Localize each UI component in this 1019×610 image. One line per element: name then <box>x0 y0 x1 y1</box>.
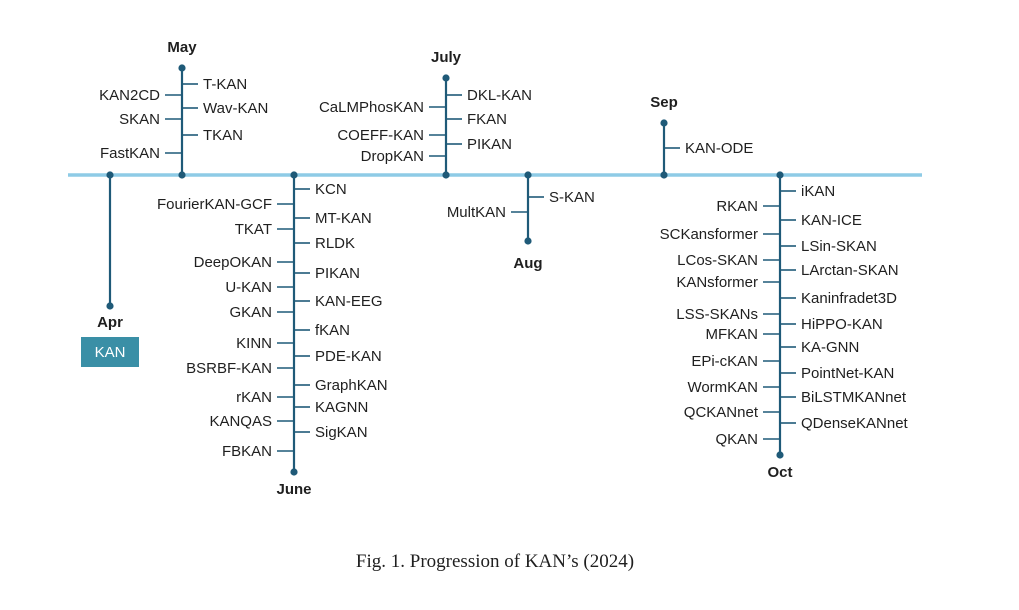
baseline-dot-sep <box>660 171 668 179</box>
model-label-ka-gnn: KA-GNN <box>801 339 859 356</box>
endpoint-dot-july <box>442 74 450 82</box>
month-label-oct: Oct <box>767 464 792 481</box>
model-label-fastkan: FastKAN <box>100 145 160 162</box>
baseline-dot-july <box>442 171 450 179</box>
model-label-deepokan: DeepOKAN <box>194 254 272 271</box>
model-label-qckannet: QCKANnet <box>684 404 759 421</box>
model-label-dropkan: DropKAN <box>361 148 424 165</box>
model-label-bsrbf-kan: BSRBF-KAN <box>186 360 272 377</box>
model-label-rkan: rKAN <box>236 389 272 406</box>
month-label-apr: Apr <box>97 314 123 331</box>
model-label-fkan: FKAN <box>467 111 507 128</box>
model-label-lcos-skan: LCos-SKAN <box>677 252 758 269</box>
model-label-qdensekannet: QDenseKANnet <box>801 415 909 432</box>
model-label-pde-kan: PDE-KAN <box>315 348 382 365</box>
model-label-tkat: TKAT <box>235 221 272 238</box>
model-label-dkl-kan: DKL-KAN <box>467 87 532 104</box>
model-label-fbkan: FBKAN <box>222 443 272 460</box>
model-label-mt-kan: MT-KAN <box>315 210 372 227</box>
model-label-wormkan: WormKAN <box>687 379 758 396</box>
model-label-fourierkan-gcf: FourierKAN-GCF <box>157 196 272 213</box>
baseline-dot-june <box>290 171 298 179</box>
model-label-rldk: RLDK <box>315 235 355 252</box>
model-label-kcn: KCN <box>315 181 347 198</box>
model-label-sigkan: SigKAN <box>315 424 368 441</box>
model-label-tkan: TKAN <box>203 127 243 144</box>
model-label-kan-ode: KAN-ODE <box>685 140 753 157</box>
model-label-ikan: iKAN <box>801 183 835 200</box>
baseline-dot-apr <box>106 171 114 179</box>
month-label-june: June <box>276 481 311 498</box>
model-label-bilstmkannet: BiLSTMKANnet <box>801 389 907 406</box>
model-label-pikan: PIKAN <box>315 265 360 282</box>
model-label-kagnn: KAGNN <box>315 399 368 416</box>
model-label-hippo-kan: HiPPO-KAN <box>801 316 883 333</box>
figure-caption: Fig. 1. Progression of KAN’s (2024) <box>356 551 634 572</box>
model-label-rkan: RKAN <box>716 198 758 215</box>
model-label-s-kan: S-KAN <box>549 189 595 206</box>
model-label-sckansformer: SCKansformer <box>660 226 758 243</box>
kan-origin-label: KAN <box>95 344 126 361</box>
model-label-mfkan: MFKAN <box>706 326 759 343</box>
model-label-kan2cd: KAN2CD <box>99 87 160 104</box>
model-label-graphkan: GraphKAN <box>315 377 388 394</box>
model-label-multkan: MultKAN <box>447 204 506 221</box>
model-label-kan-ice: KAN-ICE <box>801 212 862 229</box>
model-label-kanqas: KANQAS <box>209 413 272 430</box>
model-label-calmphoskan: CaLMPhosKAN <box>319 99 424 116</box>
month-label-may: May <box>167 39 197 56</box>
model-label-qkan: QKAN <box>715 431 758 448</box>
model-label-pikan: PIKAN <box>467 136 512 153</box>
model-label-t-kan: T-KAN <box>203 76 247 93</box>
baseline-dot-may <box>178 171 186 179</box>
endpoint-dot-aug <box>524 237 532 245</box>
model-label-epi-ckan: EPi-cKAN <box>691 353 758 370</box>
model-label-skan: SKAN <box>119 111 160 128</box>
model-label-fkan: fKAN <box>315 322 350 339</box>
baseline-dot-aug <box>524 171 532 179</box>
baseline-dot-oct <box>776 171 784 179</box>
model-label-kan-eeg: KAN-EEG <box>315 293 383 310</box>
model-label-lss-skans: LSS-SKANs <box>676 306 758 323</box>
kan-origin-box <box>81 337 139 367</box>
month-label-july: July <box>431 49 462 66</box>
endpoint-dot-apr <box>106 302 114 310</box>
model-label-kaninfradet3d: Kaninfradet3D <box>801 290 897 307</box>
model-label-gkan: GKAN <box>229 304 272 321</box>
model-label-u-kan: U-KAN <box>225 279 272 296</box>
model-label-kinn: KINN <box>236 335 272 352</box>
month-label-sep: Sep <box>650 94 678 111</box>
model-label-larctan-skan: LArctan-SKAN <box>801 262 899 279</box>
model-label-wav-kan: Wav-KAN <box>203 100 268 117</box>
model-label-lsin-skan: LSin-SKAN <box>801 238 877 255</box>
endpoint-dot-sep <box>660 119 668 127</box>
endpoint-dot-oct <box>776 451 784 459</box>
endpoint-dot-may <box>178 64 186 72</box>
model-label-pointnet-kan: PointNet-KAN <box>801 365 894 382</box>
endpoint-dot-june <box>290 468 298 476</box>
month-label-aug: Aug <box>513 255 542 272</box>
model-label-coeff-kan: COEFF-KAN <box>337 127 424 144</box>
model-label-kansformer: KANsformer <box>676 274 758 291</box>
